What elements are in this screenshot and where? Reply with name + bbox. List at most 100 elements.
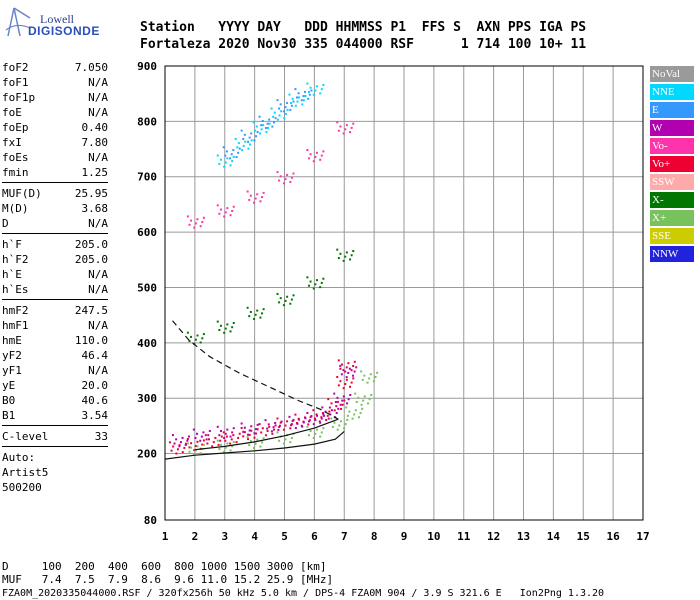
data-point: [301, 103, 304, 106]
data-point: [253, 436, 256, 439]
param-key: yF2: [2, 349, 22, 362]
data-point: [314, 89, 317, 92]
digisonde-logo: Lowell DIGISONDE: [4, 4, 124, 44]
data-point: [352, 377, 355, 380]
data-point: [229, 214, 232, 217]
footer-muf-row: MUF 7.4 7.5 7.9 8.6 9.6 11.0 15.2 25.9 […: [2, 573, 334, 586]
data-point: [337, 384, 340, 387]
data-point: [193, 226, 196, 229]
data-point: [254, 442, 257, 445]
data-point: [339, 380, 342, 383]
data-point: [314, 283, 317, 286]
legend-item: NNE: [650, 84, 694, 100]
data-point: [190, 335, 193, 338]
footer-distance-row: D 100 200 400 600 800 1000 1500 3000 [km…: [2, 560, 327, 573]
data-point: [276, 292, 279, 295]
data-point: [278, 301, 281, 304]
y-tick-label: 900: [137, 60, 157, 73]
data-point: [292, 172, 295, 175]
data-point: [222, 431, 225, 434]
data-point: [328, 406, 331, 409]
data-point: [178, 445, 181, 448]
data-point: [274, 117, 277, 120]
data-point: [229, 442, 232, 445]
x-tick-label: 3: [221, 530, 228, 543]
data-point: [241, 149, 244, 152]
data-point: [322, 150, 325, 153]
data-point: [276, 417, 279, 420]
data-point: [186, 442, 189, 445]
data-point: [224, 446, 227, 449]
data-point: [274, 424, 277, 427]
data-point: [308, 419, 311, 422]
param-key: h`F: [2, 238, 22, 251]
param-key: Artist5: [2, 466, 49, 479]
y-tick-label: 400: [137, 337, 157, 350]
data-point: [308, 93, 311, 96]
data-point: [231, 160, 234, 163]
data-point: [248, 136, 251, 139]
param-key: D: [2, 217, 9, 230]
data-point: [216, 439, 219, 442]
param-key: foF1p: [2, 91, 36, 104]
data-point: [363, 374, 366, 377]
param-key: Auto:: [2, 451, 36, 464]
data-point: [218, 448, 221, 451]
data-point: [202, 216, 205, 219]
legend-item: X+: [650, 210, 694, 226]
data-point: [268, 425, 271, 428]
data-point: [282, 428, 285, 431]
data-point: [322, 277, 325, 280]
data-point: [276, 99, 279, 102]
param-key: yF1: [2, 364, 22, 377]
data-point: [345, 366, 348, 369]
data-point: [288, 93, 291, 96]
data-point: [289, 441, 292, 444]
data-point: [315, 151, 318, 154]
data-point: [326, 414, 329, 417]
data-point: [302, 421, 305, 424]
data-point: [256, 423, 259, 426]
data-point: [345, 378, 348, 381]
data-point: [336, 248, 339, 251]
data-point: [296, 422, 299, 425]
data-point: [345, 124, 348, 127]
data-point: [273, 111, 276, 114]
x-tick-label: 7: [341, 530, 348, 543]
param-value: 205.0: [74, 253, 108, 266]
param-row: yF1 N/A: [2, 363, 108, 378]
data-point: [260, 431, 263, 434]
data-point: [342, 259, 345, 262]
param-row: h`E N/A: [2, 267, 108, 282]
param-value: 0.40: [81, 121, 109, 134]
param-key: h`E: [2, 268, 22, 281]
data-point: [345, 376, 348, 379]
data-point: [292, 100, 295, 103]
data-point: [248, 444, 251, 447]
data-point: [250, 132, 253, 135]
data-point: [194, 222, 197, 225]
data-point: [300, 99, 303, 102]
data-point: [294, 427, 297, 430]
data-point: [232, 205, 235, 208]
data-point: [345, 251, 348, 254]
data-point: [235, 156, 238, 159]
param-row: foEs N/A: [2, 150, 108, 165]
data-point: [259, 200, 262, 203]
data-point: [290, 102, 293, 105]
data-point: [226, 323, 229, 326]
data-point: [194, 444, 197, 447]
data-point: [229, 435, 232, 438]
data-point: [334, 400, 337, 403]
data-point: [218, 329, 221, 332]
data-point: [181, 436, 184, 439]
data-point: [369, 373, 372, 376]
data-point: [278, 424, 281, 427]
data-point: [313, 417, 316, 420]
data-point: [294, 88, 297, 91]
data-point: [283, 117, 286, 120]
param-row: yF2 46.4: [2, 348, 108, 363]
data-point: [240, 426, 243, 429]
data-point: [230, 438, 233, 441]
data-point: [327, 398, 330, 401]
